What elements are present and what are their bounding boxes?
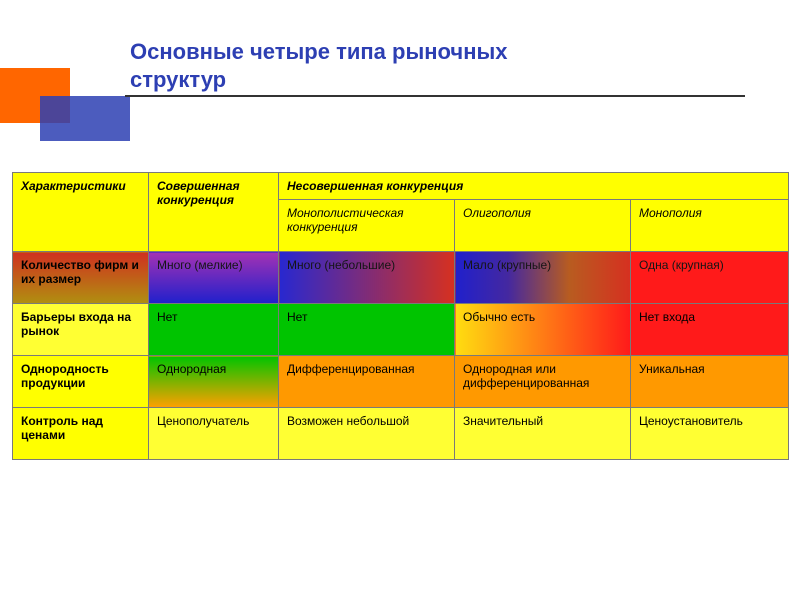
- cell: Значительный: [455, 408, 631, 460]
- table-row: Барьеры входа на рынок Нет Нет Обычно ес…: [13, 304, 789, 356]
- row-label: Однородность продукции: [13, 356, 149, 408]
- market-structures-table: Характеристики Совершенная конкуренция Н…: [12, 172, 788, 460]
- header-characteristics: Характеристики: [13, 173, 149, 252]
- table-row: Однородность продукции Однородная Диффер…: [13, 356, 789, 408]
- header-perfect-competition: Совершенная конкуренция: [149, 173, 279, 252]
- page-title: Основные четыре типа рыночных структур: [130, 38, 508, 93]
- decorative-squares: [0, 68, 130, 158]
- cell: Нет: [149, 304, 279, 356]
- cell: Мало (крупные): [455, 252, 631, 304]
- row-label: Количество фирм и их размер: [13, 252, 149, 304]
- cell: Нет: [279, 304, 455, 356]
- cell: Возможен небольшой: [279, 408, 455, 460]
- row-label: Контроль над ценами: [13, 408, 149, 460]
- cell: Ценополучатель: [149, 408, 279, 460]
- row-label: Барьеры входа на рынок: [13, 304, 149, 356]
- subheader-monopoly: Монополия: [631, 200, 789, 252]
- cell: Ценоустановитель: [631, 408, 789, 460]
- subheader-monopolistic: Монополистическая конкуренция: [279, 200, 455, 252]
- header-imperfect-competition: Несовершенная конкуренция: [279, 173, 789, 200]
- table-row: Количество фирм и их размер Много (мелки…: [13, 252, 789, 304]
- blue-square: [40, 96, 130, 141]
- table-header-row1: Характеристики Совершенная конкуренция Н…: [13, 173, 789, 200]
- cell: Много (небольшие): [279, 252, 455, 304]
- cell: Много (мелкие): [149, 252, 279, 304]
- cell: Одна (крупная): [631, 252, 789, 304]
- cell: Нет входа: [631, 304, 789, 356]
- cell: Дифференцированная: [279, 356, 455, 408]
- cell: Обычно есть: [455, 304, 631, 356]
- subheader-oligopoly: Олигополия: [455, 200, 631, 252]
- cell: Однородная или дифференцированная: [455, 356, 631, 408]
- cell: Однородная: [149, 356, 279, 408]
- table-row: Контроль над ценами Ценополучатель Возмо…: [13, 408, 789, 460]
- title-line1: Основные четыре типа рыночных: [130, 39, 508, 64]
- title-underline: [125, 95, 745, 97]
- title-line2: структур: [130, 67, 226, 92]
- cell: Уникальная: [631, 356, 789, 408]
